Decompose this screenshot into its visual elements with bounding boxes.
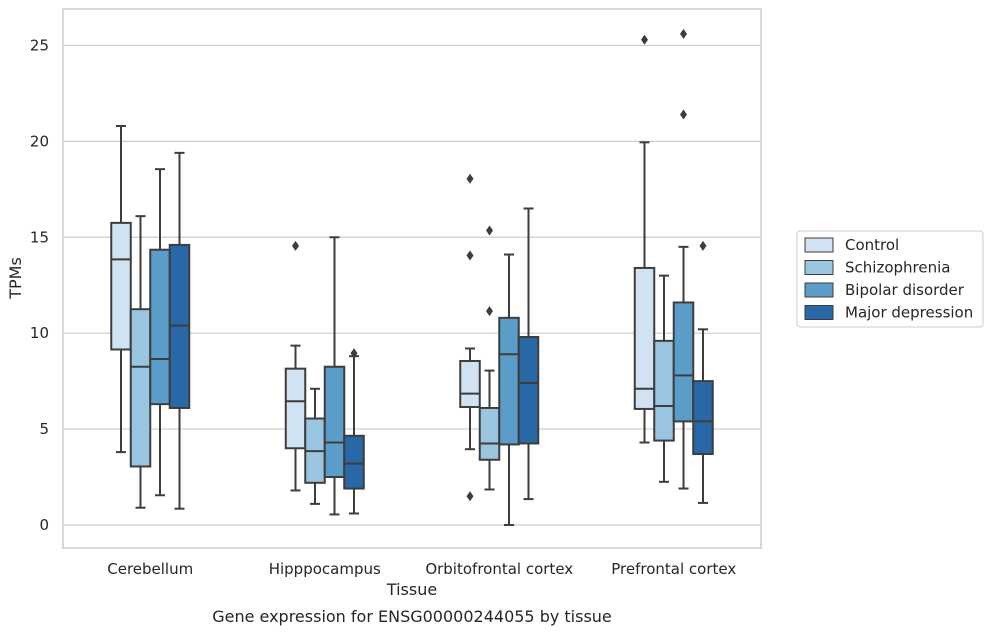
y-tick-label: 0 [39, 516, 49, 534]
outlier-point [350, 348, 358, 359]
x-tick-label: Cerebellum [107, 560, 193, 578]
box-body [323, 365, 346, 479]
box-major-depression [168, 151, 191, 510]
box-schizophrenia [653, 274, 675, 483]
box-control [633, 34, 656, 444]
box-plots [110, 28, 714, 526]
legend-swatch [804, 282, 834, 298]
box-body [110, 221, 132, 351]
box-body [653, 339, 675, 442]
outlier-point [699, 240, 707, 251]
legend-swatch [804, 237, 834, 253]
box-body [692, 380, 714, 456]
legend-label: Bipolar disorder [845, 281, 965, 299]
plot-frame [62, 8, 762, 549]
y-tick-label: 10 [30, 324, 49, 342]
outlier-point [486, 306, 493, 317]
y-tick-label: 20 [30, 132, 49, 150]
box-body [284, 367, 307, 450]
y-tick-label: 25 [30, 36, 49, 54]
outlier-point [680, 28, 687, 39]
box-body [478, 406, 501, 461]
outlier-point [466, 173, 474, 184]
y-tick-labels: 0 5 10 15 20 25 [30, 36, 49, 534]
box-body [498, 316, 520, 446]
box-control [110, 125, 132, 454]
box-schizophrenia [129, 215, 152, 509]
box-bipolar-disorder [323, 236, 346, 516]
box-body [459, 359, 481, 409]
legend-label: Control [845, 236, 899, 254]
outlier-point [466, 491, 474, 502]
box-schizophrenia [304, 387, 326, 505]
box-control [459, 173, 481, 502]
box-major-depression [343, 348, 365, 515]
box-major-depression [692, 240, 714, 504]
x-tick-label: Hipppocampus [269, 560, 381, 578]
y-axis-title: TPMs [6, 257, 25, 300]
box-body [129, 308, 152, 468]
box-bipolar-disorder [672, 28, 695, 490]
legend-label: Schizophrenia [845, 259, 950, 277]
x-axis-title: Tissue [386, 580, 437, 599]
legend-label: Major depression [845, 304, 973, 322]
box-major-depression [517, 207, 540, 501]
x-tick-label: Prefrontal cortex [611, 560, 736, 578]
box-body [672, 301, 695, 423]
outlier-point [486, 225, 493, 236]
box-body [149, 248, 171, 406]
legend-swatch [804, 305, 834, 320]
box-body [517, 336, 540, 445]
box-bipolar-disorder [149, 168, 171, 497]
y-tick-label: 15 [30, 228, 49, 246]
box-control [284, 240, 307, 492]
legend-frame [796, 230, 984, 328]
legend: Control Schizophrenia Bipolar disorder Majo… [796, 230, 984, 328]
x-tick-label: Orbitofrontal cortex [425, 560, 573, 578]
y-tick-label: 5 [39, 420, 49, 438]
outlier-point [292, 240, 299, 251]
outlier-point [641, 34, 648, 45]
legend-swatch [804, 260, 834, 275]
chart-caption: Gene expression for ENSG00000244055 by t… [212, 607, 612, 626]
x-tick-labels: Cerebellum Hipppocampus Orbitofrontal cort… [107, 560, 736, 578]
box-schizophrenia [478, 225, 501, 491]
outlier-point [466, 250, 474, 261]
box-body [633, 266, 656, 410]
box-bipolar-disorder [498, 253, 520, 526]
outlier-point [680, 109, 687, 120]
box-body [343, 434, 365, 490]
